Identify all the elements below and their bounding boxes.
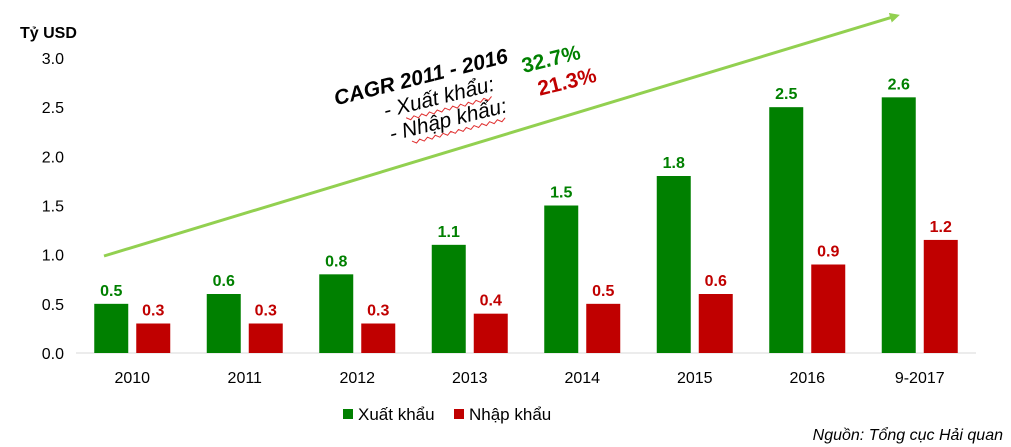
bar-import bbox=[923, 239, 958, 353]
x-tick-label: 2013 bbox=[452, 370, 488, 387]
x-tick-label: 2011 bbox=[228, 370, 263, 387]
legend-label-import: Nhập khẩu bbox=[469, 405, 551, 424]
bars: 0.5 0.3 0.6 0.3 0.8 0.3 1.1 0.4 1.5 0.5 1.8 0.6 2.5 0… bbox=[94, 76, 958, 354]
x-tick-label: 2015 bbox=[677, 370, 713, 387]
x-tick-label: 2014 bbox=[564, 370, 600, 387]
data-label-export: 0.5 bbox=[100, 283, 122, 300]
bar-export bbox=[319, 274, 354, 353]
source-note: Nguồn: Tổng cục Hải quan bbox=[813, 426, 1003, 444]
bar-export bbox=[431, 244, 466, 353]
data-label-export: 2.6 bbox=[888, 76, 910, 93]
legend: Xuất khẩu Nhập khẩu bbox=[343, 405, 551, 424]
bar-export bbox=[94, 303, 129, 353]
y-tick-label: 1.5 bbox=[42, 199, 64, 216]
y-axis-ticks: 0.0 0.5 1.0 1.5 2.0 2.5 3.0 bbox=[42, 51, 64, 363]
data-label-export: 2.5 bbox=[775, 86, 797, 103]
x-tick-label: 2010 bbox=[114, 370, 150, 387]
data-label-export: 0.8 bbox=[325, 253, 347, 270]
bar-import bbox=[248, 323, 283, 353]
y-tick-label: 0.0 bbox=[42, 346, 64, 363]
bar-import bbox=[473, 313, 508, 353]
data-label-import: 0.3 bbox=[142, 303, 164, 320]
y-tick-label: 3.0 bbox=[42, 51, 64, 68]
bar-import bbox=[361, 323, 396, 353]
bar-export bbox=[881, 97, 916, 353]
bar-import bbox=[698, 294, 733, 353]
y-tick-label: 1.0 bbox=[42, 248, 64, 265]
data-label-import: 0.9 bbox=[817, 244, 839, 261]
x-axis-ticks: 2010 2011 2012 2013 2014 2015 2016 9-2017 bbox=[114, 370, 944, 387]
data-label-import: 0.5 bbox=[592, 283, 614, 300]
y-tick-label: 2.5 bbox=[42, 100, 64, 117]
x-tick-label: 2012 bbox=[339, 370, 375, 387]
data-label-export: 1.1 bbox=[438, 224, 460, 241]
data-label-export: 1.8 bbox=[663, 155, 685, 172]
data-label-export: 0.6 bbox=[213, 273, 235, 290]
y-axis-label: Tỷ USD bbox=[20, 25, 77, 42]
legend-label-export: Xuất khẩu bbox=[358, 405, 435, 424]
cagr-annotation: CAGR 2011 - 2016 - Xuất khẩu: - Nhập khẩ… bbox=[332, 41, 599, 146]
data-label-import: 0.4 bbox=[480, 293, 502, 310]
bar-import bbox=[586, 303, 621, 353]
data-label-import: 1.2 bbox=[930, 219, 952, 236]
bar-export bbox=[206, 294, 241, 353]
x-tick-label: 9-2017 bbox=[895, 370, 945, 387]
bar-import bbox=[136, 323, 171, 353]
bar-export bbox=[769, 107, 804, 354]
legend-swatch-import bbox=[454, 409, 464, 419]
y-tick-label: 0.5 bbox=[42, 297, 64, 314]
y-tick-label: 2.0 bbox=[42, 149, 64, 166]
bar-import bbox=[811, 264, 846, 353]
data-label-import: 0.3 bbox=[367, 303, 389, 320]
spellcheck-underline bbox=[405, 96, 492, 121]
bar-export bbox=[544, 205, 579, 353]
spellcheck-underline bbox=[411, 117, 506, 144]
bar-export bbox=[656, 176, 691, 353]
data-label-import: 0.3 bbox=[255, 303, 277, 320]
data-label-import: 0.6 bbox=[705, 273, 727, 290]
trend-arrow bbox=[103, 12, 900, 258]
x-tick-label: 2016 bbox=[789, 370, 825, 387]
legend-swatch-export bbox=[343, 409, 353, 419]
data-label-export: 1.5 bbox=[550, 185, 572, 202]
